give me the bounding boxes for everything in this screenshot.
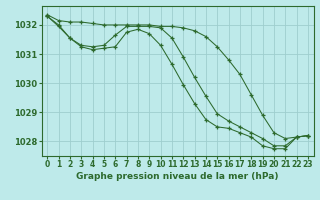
X-axis label: Graphe pression niveau de la mer (hPa): Graphe pression niveau de la mer (hPa) (76, 172, 279, 181)
